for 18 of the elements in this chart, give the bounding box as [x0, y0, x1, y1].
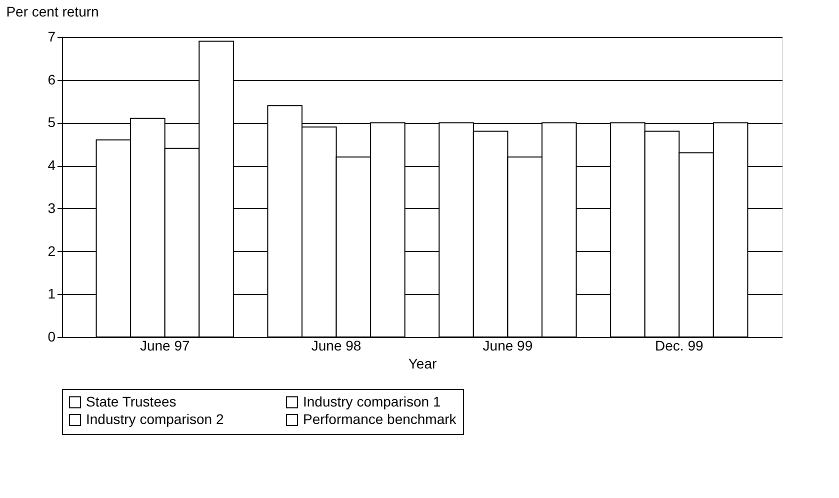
- y-tick-label: 7: [48, 28, 56, 44]
- legend-label: Performance benchmark: [303, 411, 458, 427]
- x-axis-title: Year: [408, 356, 437, 372]
- y-tick-label: 3: [48, 200, 56, 216]
- y-tick-label: 5: [48, 114, 56, 130]
- legend-label: State Trustees: [86, 393, 176, 410]
- y-tick-label: 2: [48, 242, 56, 259]
- y-tick-label: 0: [48, 328, 56, 344]
- y-tick-label: 4: [48, 157, 56, 174]
- legend-label: Industry comparison 1: [303, 393, 441, 410]
- x-tick-label: June 98: [311, 338, 362, 354]
- legend-label: Industry comparison 2: [86, 411, 224, 427]
- y-tick-label: 6: [48, 71, 56, 88]
- y-tick-label: 1: [48, 286, 56, 302]
- x-tick-label: June 99: [482, 338, 533, 354]
- y-axis-title: Per cent return: [6, 4, 99, 20]
- x-tick-label: June 97: [140, 338, 190, 354]
- x-tick-label: Dec. 99: [655, 338, 704, 354]
